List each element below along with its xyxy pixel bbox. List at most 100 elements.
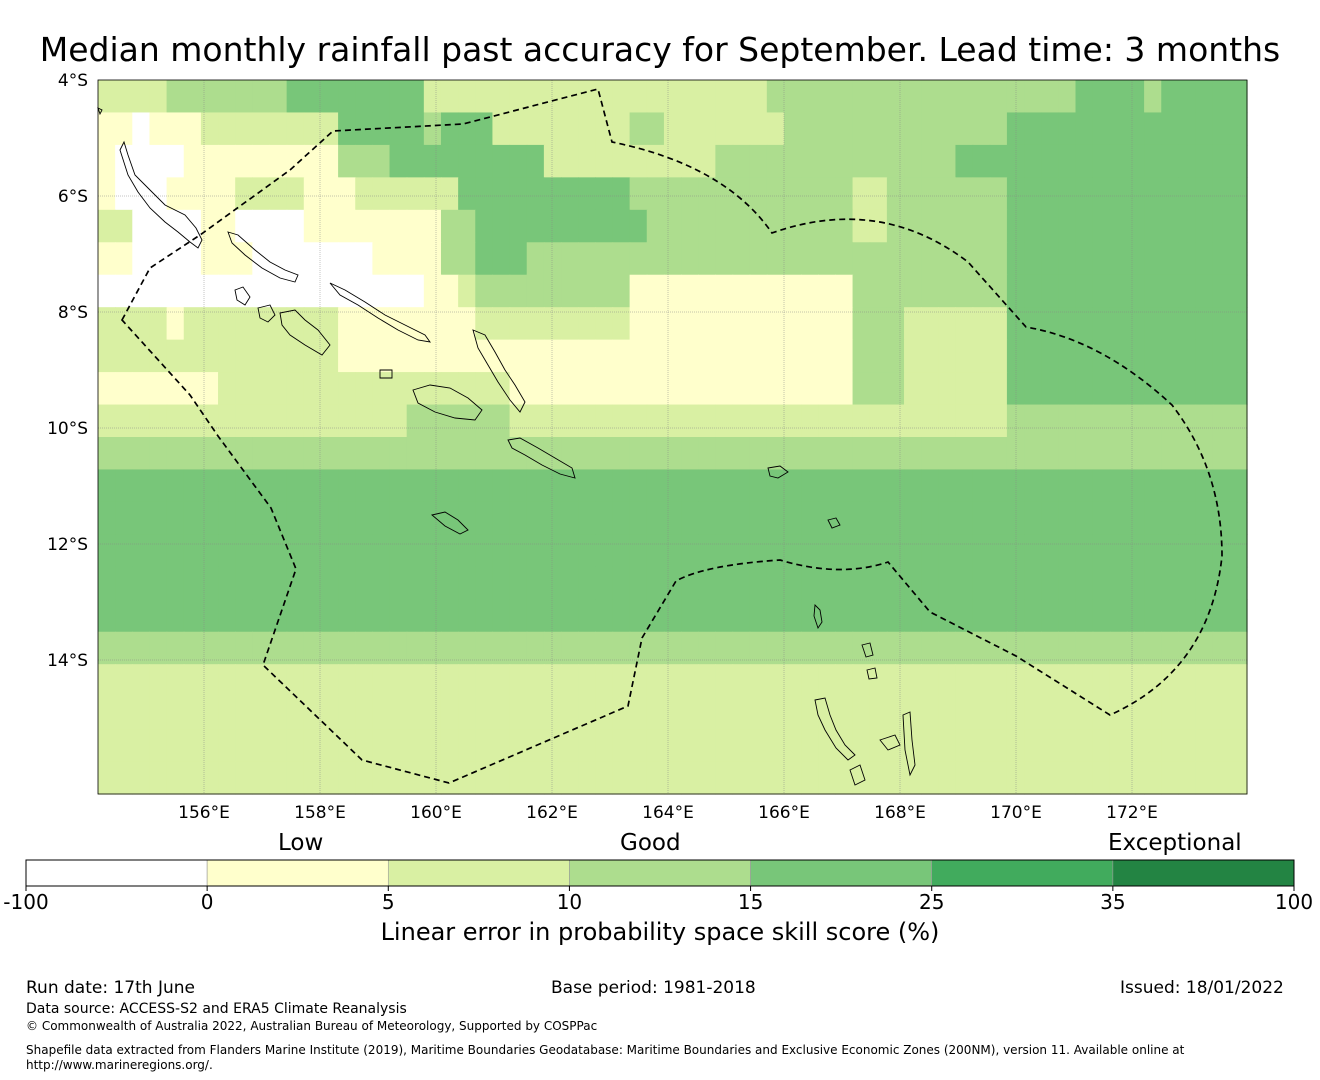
- grid-cell: [732, 307, 751, 341]
- grid-cell: [578, 631, 596, 665]
- grid-cell: [612, 534, 631, 568]
- grid-cell: [1178, 469, 1197, 503]
- grid-cell: [921, 144, 939, 178]
- grid-cell: [166, 437, 185, 471]
- grid-cell: [355, 80, 373, 114]
- grid-cell: [1109, 372, 1128, 406]
- grid-cell: [98, 664, 116, 698]
- grid-cell: [132, 177, 151, 211]
- grid-cell: [458, 339, 476, 373]
- grid-cell: [646, 112, 665, 146]
- grid-cell: [578, 339, 596, 373]
- grid-cell: [955, 177, 974, 211]
- grid-cell: [115, 566, 133, 600]
- grid-cell: [766, 404, 785, 438]
- grid-cell: [218, 631, 236, 665]
- grid-cell: [509, 307, 528, 341]
- grid-cell: [1075, 631, 1094, 665]
- grid-cell: [1024, 696, 1042, 730]
- grid-cell: [955, 144, 974, 178]
- grid-cell: [389, 404, 408, 438]
- grid-cell: [1126, 274, 1145, 308]
- grid-cell: [904, 404, 922, 438]
- grid-cell: [801, 144, 819, 178]
- grid-cell: [200, 729, 219, 763]
- grid-cell: [475, 599, 494, 633]
- grid-cell: [458, 501, 476, 535]
- grid-cell: [835, 209, 854, 243]
- grid-cell: [509, 177, 528, 211]
- grid-cell: [338, 599, 356, 633]
- grid-cell: [475, 209, 494, 243]
- grid-cell: [732, 599, 751, 633]
- grid-cell: [783, 404, 802, 438]
- grid-cell: [869, 274, 888, 308]
- grid-cell: [938, 80, 957, 114]
- grid-cell: [252, 664, 271, 698]
- grid-cell: [1126, 307, 1145, 341]
- grid-cell: [1126, 631, 1145, 665]
- grid-cell: [235, 696, 253, 730]
- grid-cell: [252, 80, 271, 114]
- data-source: Data source: ACCESS-S2 and ERA5 Climate …: [26, 1001, 407, 1017]
- grid-cell: [1229, 274, 1248, 308]
- grid-cell: [886, 566, 905, 600]
- grid-cell: [492, 696, 511, 730]
- grid-cell: [1109, 566, 1128, 600]
- grid-cell: [1144, 144, 1162, 178]
- grid-cell: [612, 696, 631, 730]
- grid-cell: [715, 404, 734, 438]
- grid-cell: [561, 339, 579, 373]
- grid-cell: [1024, 80, 1042, 114]
- grid-cell: [440, 242, 459, 276]
- grid-cell: [1178, 696, 1197, 730]
- grid-cell: [732, 274, 751, 308]
- grid-cell: [1041, 729, 1059, 763]
- grid-cell: [1041, 761, 1059, 795]
- skill-grid: [98, 80, 1248, 795]
- grid-cell: [475, 631, 494, 665]
- grid-cell: [509, 501, 528, 535]
- grid-cell: [938, 599, 957, 633]
- grid-cell: [355, 566, 373, 600]
- grid-cell: [389, 469, 408, 503]
- grid-cell: [355, 144, 373, 178]
- grid-cell: [938, 242, 957, 276]
- grid-cell: [440, 664, 459, 698]
- grid-cell: [1109, 80, 1128, 114]
- grid-cell: [132, 469, 151, 503]
- grid-cell: [303, 729, 322, 763]
- grid-cell: [423, 729, 442, 763]
- grid-cell: [475, 501, 494, 535]
- grid-cell: [286, 664, 305, 698]
- grid-cell: [698, 339, 716, 373]
- grid-cell: [440, 729, 459, 763]
- grid-cell: [526, 469, 545, 503]
- grid-cell: [698, 566, 716, 600]
- grid-cell: [1041, 631, 1059, 665]
- grid-cell: [149, 599, 168, 633]
- grid-cell: [646, 599, 665, 633]
- grid-cell: [869, 437, 888, 471]
- grid-cell: [852, 501, 871, 535]
- grid-cell: [578, 599, 596, 633]
- grid-cell: [612, 631, 631, 665]
- grid-cell: [886, 404, 905, 438]
- grid-cell: [852, 534, 871, 568]
- grid-cell: [1126, 664, 1145, 698]
- grid-cell: [646, 80, 665, 114]
- map-title: Median monthly rainfall past accuracy fo…: [39, 30, 1281, 69]
- grid-cell: [629, 501, 648, 535]
- grid-cell: [852, 761, 871, 795]
- grid-cell: [372, 80, 391, 114]
- grid-cell: [955, 437, 974, 471]
- grid-cell: [1006, 729, 1025, 763]
- grid-cell: [200, 177, 219, 211]
- grid-cell: [149, 566, 168, 600]
- grid-cell: [1144, 501, 1162, 535]
- map-figure: 4°S6°S8°S10°S12°S14°S 156°E 158°E 160°E 162…: [3, 71, 1313, 914]
- grid-cell: [149, 631, 168, 665]
- grid-cell: [1041, 372, 1059, 406]
- grid-cell: [1041, 534, 1059, 568]
- grid-cell: [904, 112, 922, 146]
